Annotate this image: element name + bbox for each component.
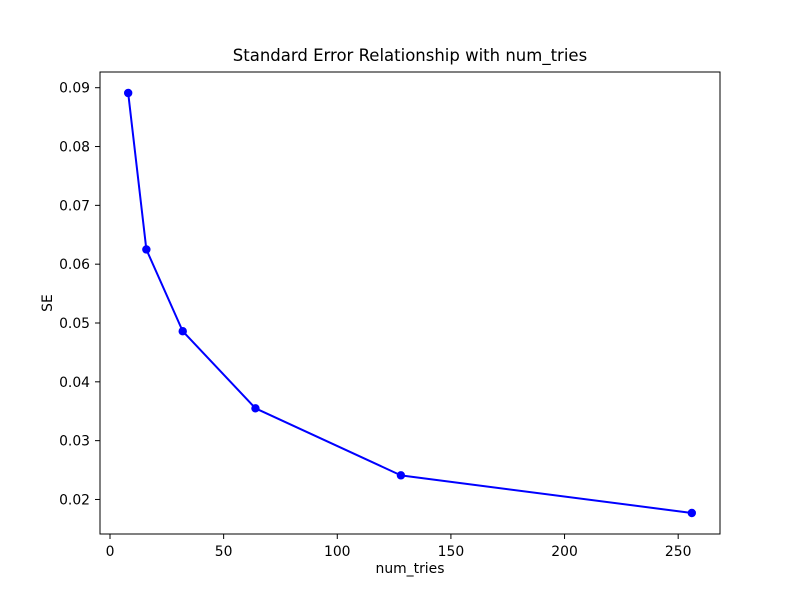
se-line xyxy=(127,92,693,514)
y-tick-label: 0.04 xyxy=(59,375,90,391)
plot-contents: 0 50 100 150 200 250 0.02 0.03 0.04 0.05 0.06 0.07 0… xyxy=(59,71,721,560)
x-axis-label: num_tries xyxy=(376,561,445,577)
x-tick-label: 50 xyxy=(215,544,233,560)
y-tick-label: 0.06 xyxy=(59,257,90,273)
x-tick-label: 250 xyxy=(665,544,692,560)
y-tick-label: 0.07 xyxy=(59,198,90,214)
y-tick-label: 0.03 xyxy=(59,434,90,450)
data-point-marker xyxy=(396,471,406,480)
data-point-marker xyxy=(142,245,151,254)
data-point-marker xyxy=(123,88,133,98)
y-tick-label: 0.05 xyxy=(59,316,90,332)
data-point-marker xyxy=(251,404,260,413)
data-point-marker xyxy=(178,327,187,336)
x-tick-label: 150 xyxy=(438,544,465,560)
x-tick-label: 0 xyxy=(106,544,115,560)
data-point-marker xyxy=(687,508,697,518)
axes-spines xyxy=(99,71,721,535)
y-tick-label: 0.08 xyxy=(59,140,90,156)
x-tick-label: 100 xyxy=(324,544,351,560)
y-tick-label: 0.09 xyxy=(59,81,90,97)
chart-title: Standard Error Relationship with num_tri… xyxy=(233,46,587,66)
y-tick-label: 0.02 xyxy=(59,492,90,508)
y-axis-label: SE xyxy=(40,294,56,312)
x-tick-label: 200 xyxy=(551,544,578,560)
